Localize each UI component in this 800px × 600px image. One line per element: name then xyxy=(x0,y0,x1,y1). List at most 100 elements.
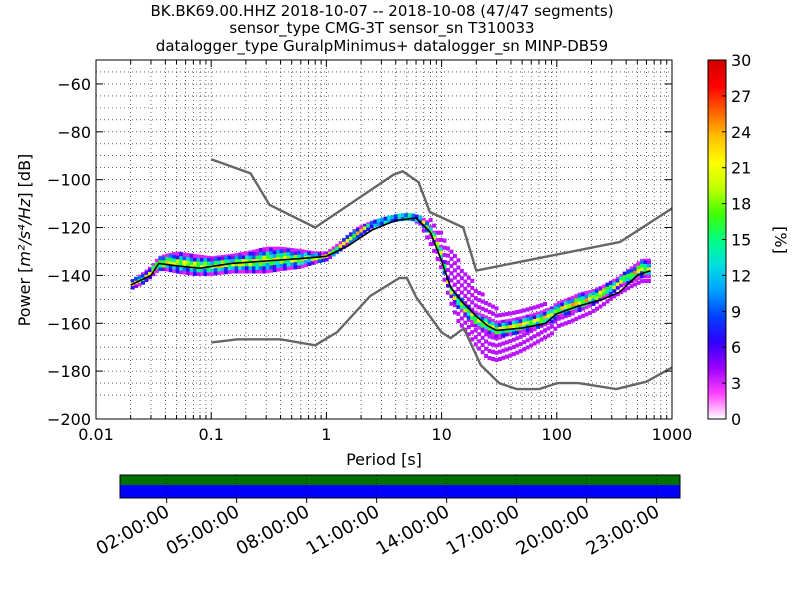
psd-heat-cell xyxy=(279,256,284,261)
psd-heat-cell xyxy=(532,325,537,330)
psd-heat-cell xyxy=(283,248,288,253)
psd-heat-cell xyxy=(456,301,461,306)
psd-heat-cell xyxy=(643,267,648,272)
psd-outlier-cell xyxy=(515,336,520,341)
psd-heat-cell xyxy=(501,332,506,338)
psd-heat-cell xyxy=(248,250,253,252)
psd-heat-cell xyxy=(612,288,617,293)
psd-heat-cell xyxy=(265,254,270,259)
psd-heat-cell xyxy=(414,214,419,219)
psd-outlier-cell xyxy=(536,339,541,344)
psd-heat-cell xyxy=(494,323,499,328)
psd-heat-cell xyxy=(390,214,395,220)
psd-heat-cell xyxy=(595,292,599,297)
psd-heat-cell xyxy=(581,306,586,311)
psd-heat-cell xyxy=(189,260,194,265)
psd-heat-cell xyxy=(404,213,409,218)
psd-heat-cell xyxy=(220,270,225,275)
psd-heat-cell xyxy=(220,266,225,271)
psd-heat-cell xyxy=(570,298,575,303)
colorbar-tick-label: 3 xyxy=(731,374,741,393)
psd-heat-cell xyxy=(570,295,575,300)
psd-heat-cell xyxy=(643,274,648,279)
psd-heat-cell xyxy=(588,292,593,297)
psd-heat-cell xyxy=(182,259,187,264)
psd-heat-cell xyxy=(556,301,561,304)
psd-heat-cell xyxy=(605,289,610,294)
psd-outlier-cell xyxy=(466,275,471,280)
psd-outlier-cell xyxy=(487,334,492,339)
psd-heat-cell xyxy=(154,261,159,266)
psd-outlier-cell xyxy=(629,284,634,289)
psd-heat-cell xyxy=(484,328,489,333)
psd-outlier-cell xyxy=(449,271,454,276)
psd-heat-cell xyxy=(581,292,586,297)
psd-heat-cell xyxy=(414,218,419,223)
psd-outlier-cell xyxy=(435,256,440,262)
psd-outlier-cell xyxy=(518,341,523,346)
psd-heat-cell xyxy=(473,310,478,314)
psd-heat-cell xyxy=(290,262,295,267)
psd-heat-cell xyxy=(643,258,648,261)
psd-heat-cell xyxy=(570,302,575,307)
psd-heat-cell xyxy=(646,258,651,261)
psd-heat-cell xyxy=(466,315,471,320)
psd-outlier-cell xyxy=(497,356,502,362)
psd-outlier-cell xyxy=(463,286,468,291)
psd-heat-cell xyxy=(355,227,360,232)
psd-heat-cell xyxy=(366,222,371,224)
psd-heat-cell xyxy=(570,309,575,314)
psd-heat-cell xyxy=(612,278,617,283)
psd-heat-cell xyxy=(231,255,236,260)
psd-heat-cell xyxy=(497,333,502,338)
psd-heat-cell xyxy=(203,261,208,266)
psd-heat-cell xyxy=(227,254,232,256)
psd-heat-cell xyxy=(491,318,496,322)
psd-outlier-cell xyxy=(439,265,444,270)
psd-heat-cell xyxy=(168,260,173,266)
colorbar-tick-label: 15 xyxy=(731,231,751,250)
psd-heat-cell xyxy=(248,251,253,256)
psd-heat-cell xyxy=(224,259,229,264)
psd-heat-cell xyxy=(425,220,430,222)
psd-heat-cell xyxy=(421,217,426,221)
psd-heat-cell xyxy=(629,266,634,269)
psd-heat-cell xyxy=(328,254,333,259)
psd-heat-cell xyxy=(193,268,198,273)
psd-heat-cell xyxy=(269,250,274,255)
psd-heat-cell xyxy=(279,266,284,272)
psd-heat-cell xyxy=(539,312,544,317)
psd-heat-cell xyxy=(269,261,274,266)
psd-heat-cell xyxy=(251,255,256,260)
psd-heat-cell xyxy=(487,323,492,328)
psd-heat-cell xyxy=(532,322,537,327)
psd-heat-cell xyxy=(265,265,270,270)
psd-heat-cell xyxy=(161,263,166,268)
timeline-bar-blue xyxy=(120,485,680,498)
psd-heat-cell xyxy=(619,279,624,284)
psd-heat-cell xyxy=(158,267,163,272)
psd-heat-cell xyxy=(210,268,215,273)
psd-outlier-cell xyxy=(525,338,530,343)
psd-heat-cell xyxy=(622,278,627,283)
psd-heat-cell xyxy=(432,235,437,240)
psd-heat-cell xyxy=(286,247,291,249)
psd-heat-cell xyxy=(411,213,416,218)
psd-heat-cell xyxy=(245,251,249,252)
psd-heat-cell xyxy=(297,261,301,266)
psd-heat-cell xyxy=(227,262,232,267)
psd-heat-cell xyxy=(439,245,444,248)
psd-outlier-cell xyxy=(470,337,475,342)
psd-heat-cell xyxy=(362,229,367,234)
psd-heat-cell xyxy=(494,326,499,331)
psd-heat-cell xyxy=(595,295,599,301)
psd-heat-cell xyxy=(231,265,236,270)
psd-heat-cell xyxy=(532,318,537,323)
psd-outlier-cell xyxy=(563,321,568,326)
psd-heat-cell xyxy=(352,229,357,235)
psd-heat-cell xyxy=(477,314,482,319)
psd-heat-cell xyxy=(213,267,218,272)
psd-outlier-cell xyxy=(463,320,468,325)
psd-heat-cell xyxy=(359,232,364,237)
y-axis-label: Power [m²/s⁴/Hz] [dB] xyxy=(15,154,34,327)
